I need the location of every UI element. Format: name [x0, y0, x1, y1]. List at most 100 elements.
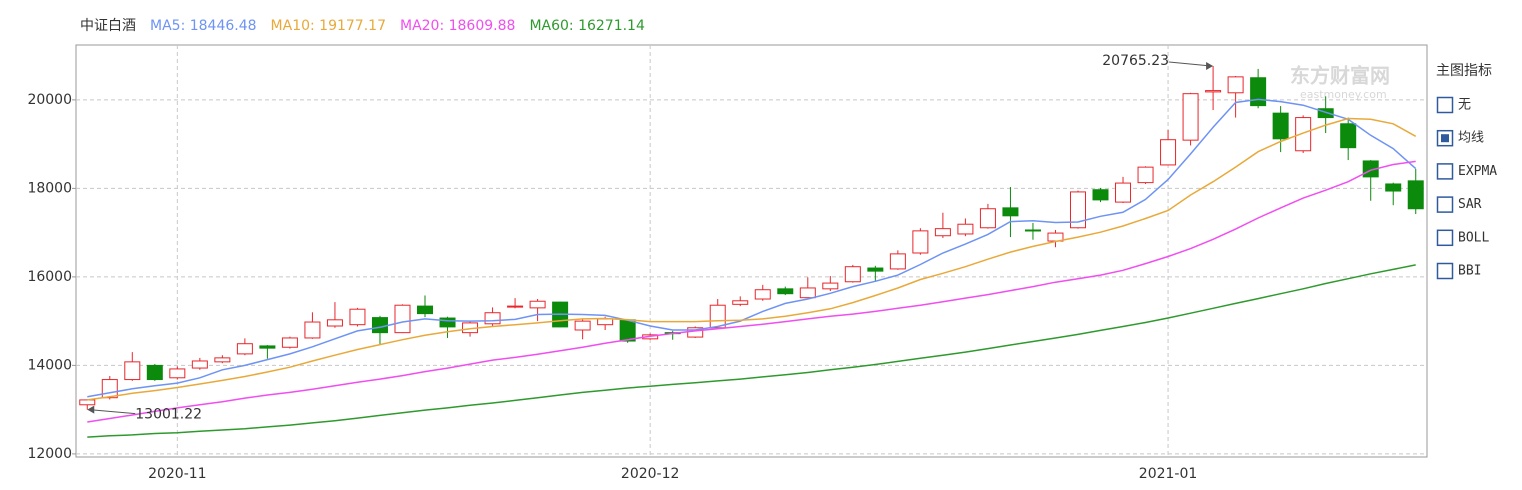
annotation-arrowhead — [87, 405, 95, 414]
candle-body — [777, 288, 794, 295]
legend-entry: MA10: 19177.17 — [271, 18, 386, 34]
candle-body — [1024, 229, 1041, 232]
x-tick-label: 2020-11 — [148, 466, 207, 482]
candle-body — [304, 321, 321, 339]
option-label: BOLL — [1458, 230, 1489, 245]
option-label: BBI — [1458, 264, 1481, 279]
watermark-brand: 东方财富网 — [1290, 64, 1390, 88]
candle-body — [1160, 139, 1177, 166]
candle-body — [822, 282, 839, 290]
candle-body — [124, 361, 141, 381]
checkbox — [1436, 262, 1454, 280]
candle-body — [934, 228, 951, 237]
plot-frame — [75, 44, 1428, 458]
candle-body — [597, 318, 614, 326]
candle-body — [979, 208, 996, 229]
option-label: SAR — [1458, 197, 1482, 212]
candle-body — [799, 287, 816, 299]
candle-body — [1227, 76, 1244, 94]
indicator-option[interactable]: 无 — [1436, 96, 1472, 114]
annotation-arrow — [1169, 61, 1212, 67]
legend-entry: MA60: 16271.14 — [529, 18, 645, 34]
candle-body — [709, 304, 726, 329]
y-tick-label: 14000 — [27, 357, 72, 373]
candle-body — [619, 319, 636, 342]
candle-body — [1340, 123, 1357, 149]
indicator-option[interactable]: EXPMA — [1436, 163, 1498, 180]
candle-body — [484, 312, 501, 325]
candle-body — [236, 343, 253, 355]
indicator-option[interactable]: SAR — [1436, 196, 1482, 213]
chart-title: 中证白酒 — [80, 18, 136, 34]
annotation-arrow — [89, 409, 136, 415]
annotation-arrowhead — [1206, 62, 1214, 71]
candle-body — [1250, 77, 1267, 107]
candle-body — [1115, 182, 1132, 203]
checkbox-mark — [1441, 134, 1449, 143]
candle-body — [439, 317, 456, 328]
max-annotation: 20765.23 — [1102, 53, 1169, 69]
candle-body — [146, 364, 163, 381]
y-tick-label: 20000 — [27, 92, 72, 108]
ma-line — [87, 264, 1416, 438]
legend-entry: MA5: 18446.48 — [150, 18, 257, 34]
candle-body — [371, 317, 388, 334]
candle-body — [1272, 112, 1289, 140]
candle-body — [1069, 191, 1086, 229]
candle-body — [349, 308, 366, 326]
candle-body — [169, 368, 186, 379]
candle-body — [1205, 90, 1222, 93]
candle-body — [101, 379, 118, 399]
candle-body — [1407, 180, 1424, 210]
legend: 中证白酒 MA5: 18446.48 MA10: 19177.17 MA20: 186… — [80, 18, 645, 34]
candle-body — [1385, 183, 1402, 192]
candle-body — [1002, 207, 1019, 217]
candle-body — [1317, 108, 1334, 119]
indicator-option[interactable]: BBI — [1436, 262, 1482, 280]
candle-body — [191, 360, 208, 369]
candle-body — [957, 223, 974, 235]
candle-body — [79, 399, 96, 406]
checkbox — [1436, 229, 1454, 247]
candle-body — [912, 230, 929, 254]
option-label: 均线 — [1458, 131, 1484, 146]
candle-body — [574, 320, 591, 331]
y-tick-label: 18000 — [27, 180, 72, 196]
checkbox — [1436, 196, 1454, 213]
panel-title: 主图指标 — [1436, 63, 1492, 79]
candle-body — [214, 357, 231, 363]
candle-body — [732, 300, 749, 305]
candle-body — [281, 337, 298, 348]
candle-body — [1182, 93, 1199, 141]
candle-body — [754, 289, 771, 300]
option-label: EXPMA — [1458, 164, 1497, 179]
watermark-site: eastmoney.com — [1300, 88, 1387, 101]
candle-body — [326, 319, 343, 327]
ma-line — [87, 160, 1416, 423]
x-tick-label: 2021-01 — [1139, 466, 1198, 482]
candle-body — [1137, 166, 1154, 184]
candle-body — [394, 304, 411, 334]
min-annotation: 13001.22 — [135, 407, 202, 423]
checkbox — [1436, 163, 1454, 180]
option-label: 无 — [1458, 98, 1471, 113]
candle-body — [867, 267, 884, 272]
ma-line — [87, 117, 1417, 401]
indicator-option[interactable]: 均线 — [1436, 129, 1485, 147]
candle-body — [417, 305, 434, 315]
candle-body — [889, 253, 906, 270]
candle-body — [507, 305, 524, 308]
checkbox — [1436, 96, 1454, 114]
ma-line — [87, 98, 1417, 398]
y-tick-label: 12000 — [27, 446, 72, 462]
x-tick-label: 2020-12 — [621, 466, 680, 482]
candle-body — [844, 266, 861, 283]
candle-body — [529, 300, 546, 309]
indicator-option[interactable]: BOLL — [1436, 229, 1490, 247]
candle-body — [1092, 189, 1109, 201]
candle-body — [1295, 117, 1312, 152]
y-tick-label: 16000 — [27, 269, 72, 285]
legend-entry: MA20: 18609.88 — [400, 18, 515, 34]
